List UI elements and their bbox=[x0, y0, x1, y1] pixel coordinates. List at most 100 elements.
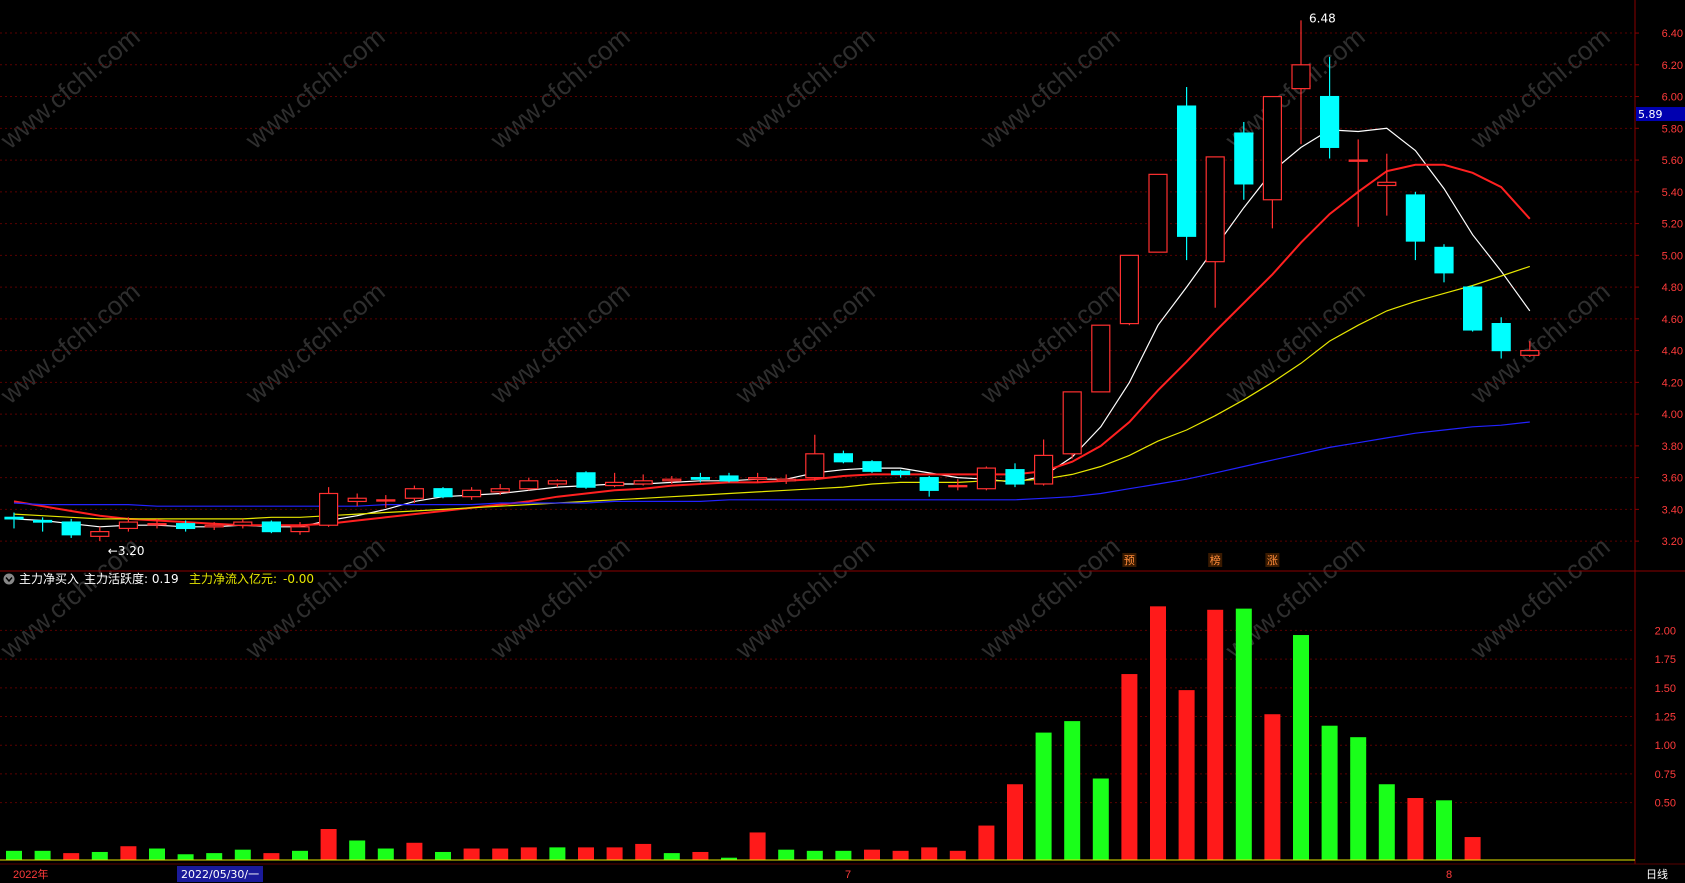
candle-body bbox=[1119, 254, 1140, 325]
candle[interactable] bbox=[4, 512, 24, 529]
indicator-bar bbox=[949, 850, 966, 860]
indicator-bar bbox=[1064, 721, 1081, 860]
candle[interactable] bbox=[1091, 324, 1111, 393]
candle[interactable] bbox=[233, 518, 253, 529]
candle[interactable] bbox=[604, 472, 625, 488]
candle[interactable] bbox=[176, 520, 196, 532]
candle[interactable] bbox=[1377, 153, 1397, 216]
candle[interactable] bbox=[462, 487, 482, 500]
candle[interactable] bbox=[261, 520, 281, 534]
candle[interactable] bbox=[919, 476, 939, 497]
candle[interactable] bbox=[576, 471, 596, 489]
price-tick-label: 6.00 bbox=[1662, 92, 1683, 104]
candle[interactable] bbox=[747, 472, 768, 483]
candle[interactable] bbox=[690, 472, 711, 483]
indicator-bar bbox=[520, 847, 537, 860]
candle[interactable] bbox=[319, 487, 339, 527]
candle-body bbox=[1319, 95, 1340, 148]
candle-body bbox=[147, 523, 167, 526]
candle[interactable] bbox=[204, 522, 224, 531]
candle[interactable] bbox=[1234, 121, 1254, 200]
candle[interactable] bbox=[433, 487, 453, 499]
candle[interactable] bbox=[1148, 173, 1168, 253]
candle[interactable] bbox=[1520, 341, 1540, 357]
indicator-bar bbox=[921, 847, 938, 860]
candle-body bbox=[118, 521, 139, 530]
watermark-text: www.cfchi.com bbox=[0, 21, 146, 155]
indicator-legend[interactable]: 主力净买入 主力活跃度: 0.19 主力净流入亿元: -0.00 bbox=[3, 571, 315, 586]
price-tick-label: 5.40 bbox=[1662, 187, 1683, 199]
indicator-bar bbox=[463, 848, 480, 860]
candle-body bbox=[1205, 156, 1225, 263]
event-marks: 预榜涨 bbox=[1122, 553, 1280, 567]
candle[interactable] bbox=[1262, 95, 1283, 229]
watermark-text: www.cfchi.com bbox=[1464, 21, 1616, 155]
period-label[interactable]: 日线 bbox=[1646, 867, 1668, 881]
candle[interactable] bbox=[376, 495, 396, 508]
candle[interactable] bbox=[948, 479, 968, 491]
candle-body bbox=[1262, 95, 1283, 201]
candle[interactable] bbox=[1119, 254, 1140, 326]
candle-body bbox=[1234, 132, 1254, 185]
candle[interactable] bbox=[890, 469, 911, 478]
candle-body bbox=[719, 475, 739, 482]
candle[interactable] bbox=[1405, 191, 1426, 261]
candle[interactable] bbox=[633, 474, 653, 486]
inflow-label: 主力净流入亿元: bbox=[189, 571, 277, 586]
candle[interactable] bbox=[1291, 20, 1311, 145]
candle[interactable] bbox=[1491, 317, 1511, 359]
candle[interactable] bbox=[719, 472, 739, 483]
event-mark-box[interactable] bbox=[1265, 553, 1280, 567]
candle[interactable] bbox=[147, 518, 167, 529]
candle-body bbox=[233, 521, 253, 526]
candle[interactable] bbox=[1348, 139, 1368, 227]
event-mark-box[interactable] bbox=[1122, 553, 1137, 567]
candle[interactable] bbox=[776, 474, 796, 484]
indicator-bar bbox=[435, 851, 451, 860]
selected-date-label: 2022/05/30/一 bbox=[181, 868, 259, 881]
candle[interactable] bbox=[519, 477, 539, 491]
candle[interactable] bbox=[1462, 285, 1483, 332]
candle[interactable] bbox=[1434, 244, 1454, 283]
ma-line-2 bbox=[13, 265, 1530, 520]
indicator-bar bbox=[835, 850, 852, 860]
candle-body bbox=[576, 472, 596, 488]
event-mark-box[interactable] bbox=[1208, 553, 1223, 567]
indicator-bar bbox=[663, 853, 680, 860]
candle[interactable] bbox=[833, 450, 854, 464]
candle[interactable] bbox=[805, 434, 825, 481]
price-tick-label: 5.80 bbox=[1662, 123, 1683, 135]
watermark-text: www.cfchi.com bbox=[729, 21, 881, 155]
candle[interactable] bbox=[662, 476, 682, 484]
candle[interactable] bbox=[61, 518, 81, 538]
watermark-layer: www.cfchi.com www.cfchi.com www.cfchi.com w… bbox=[0, 21, 1616, 665]
indicator-bar bbox=[1035, 732, 1052, 860]
candle[interactable] bbox=[547, 479, 568, 488]
month-8-label: 8 bbox=[1446, 869, 1452, 881]
candle[interactable] bbox=[1005, 463, 1025, 488]
candle[interactable] bbox=[1062, 391, 1082, 459]
candle[interactable] bbox=[976, 466, 997, 491]
candle[interactable] bbox=[490, 483, 510, 496]
candle-body bbox=[662, 478, 682, 482]
candle[interactable] bbox=[1319, 56, 1340, 159]
price-axis: 6.40 6.20 6.00 5.80 5.60 5.40 5.20 5.00 4.80 4.60… bbox=[1635, 28, 1685, 810]
indicator-bar bbox=[806, 850, 823, 860]
candle[interactable] bbox=[347, 493, 367, 507]
selected-date-box[interactable] bbox=[177, 866, 263, 882]
candle[interactable] bbox=[404, 485, 424, 504]
candle[interactable] bbox=[32, 517, 53, 532]
candle[interactable] bbox=[1176, 87, 1197, 261]
candle[interactable] bbox=[1033, 439, 1054, 486]
candle-body bbox=[1176, 105, 1197, 237]
candle[interactable] bbox=[862, 460, 882, 473]
collapse-icon[interactable] bbox=[3, 573, 15, 585]
candle[interactable] bbox=[118, 517, 139, 532]
watermark-text: www.cfchi.com bbox=[484, 21, 636, 155]
watermark-text: www.cfchi.com bbox=[1219, 276, 1371, 410]
price-tick-label: 3.60 bbox=[1662, 473, 1683, 485]
candle[interactable] bbox=[90, 526, 110, 542]
candle[interactable] bbox=[290, 522, 310, 535]
candle[interactable] bbox=[1205, 156, 1225, 308]
